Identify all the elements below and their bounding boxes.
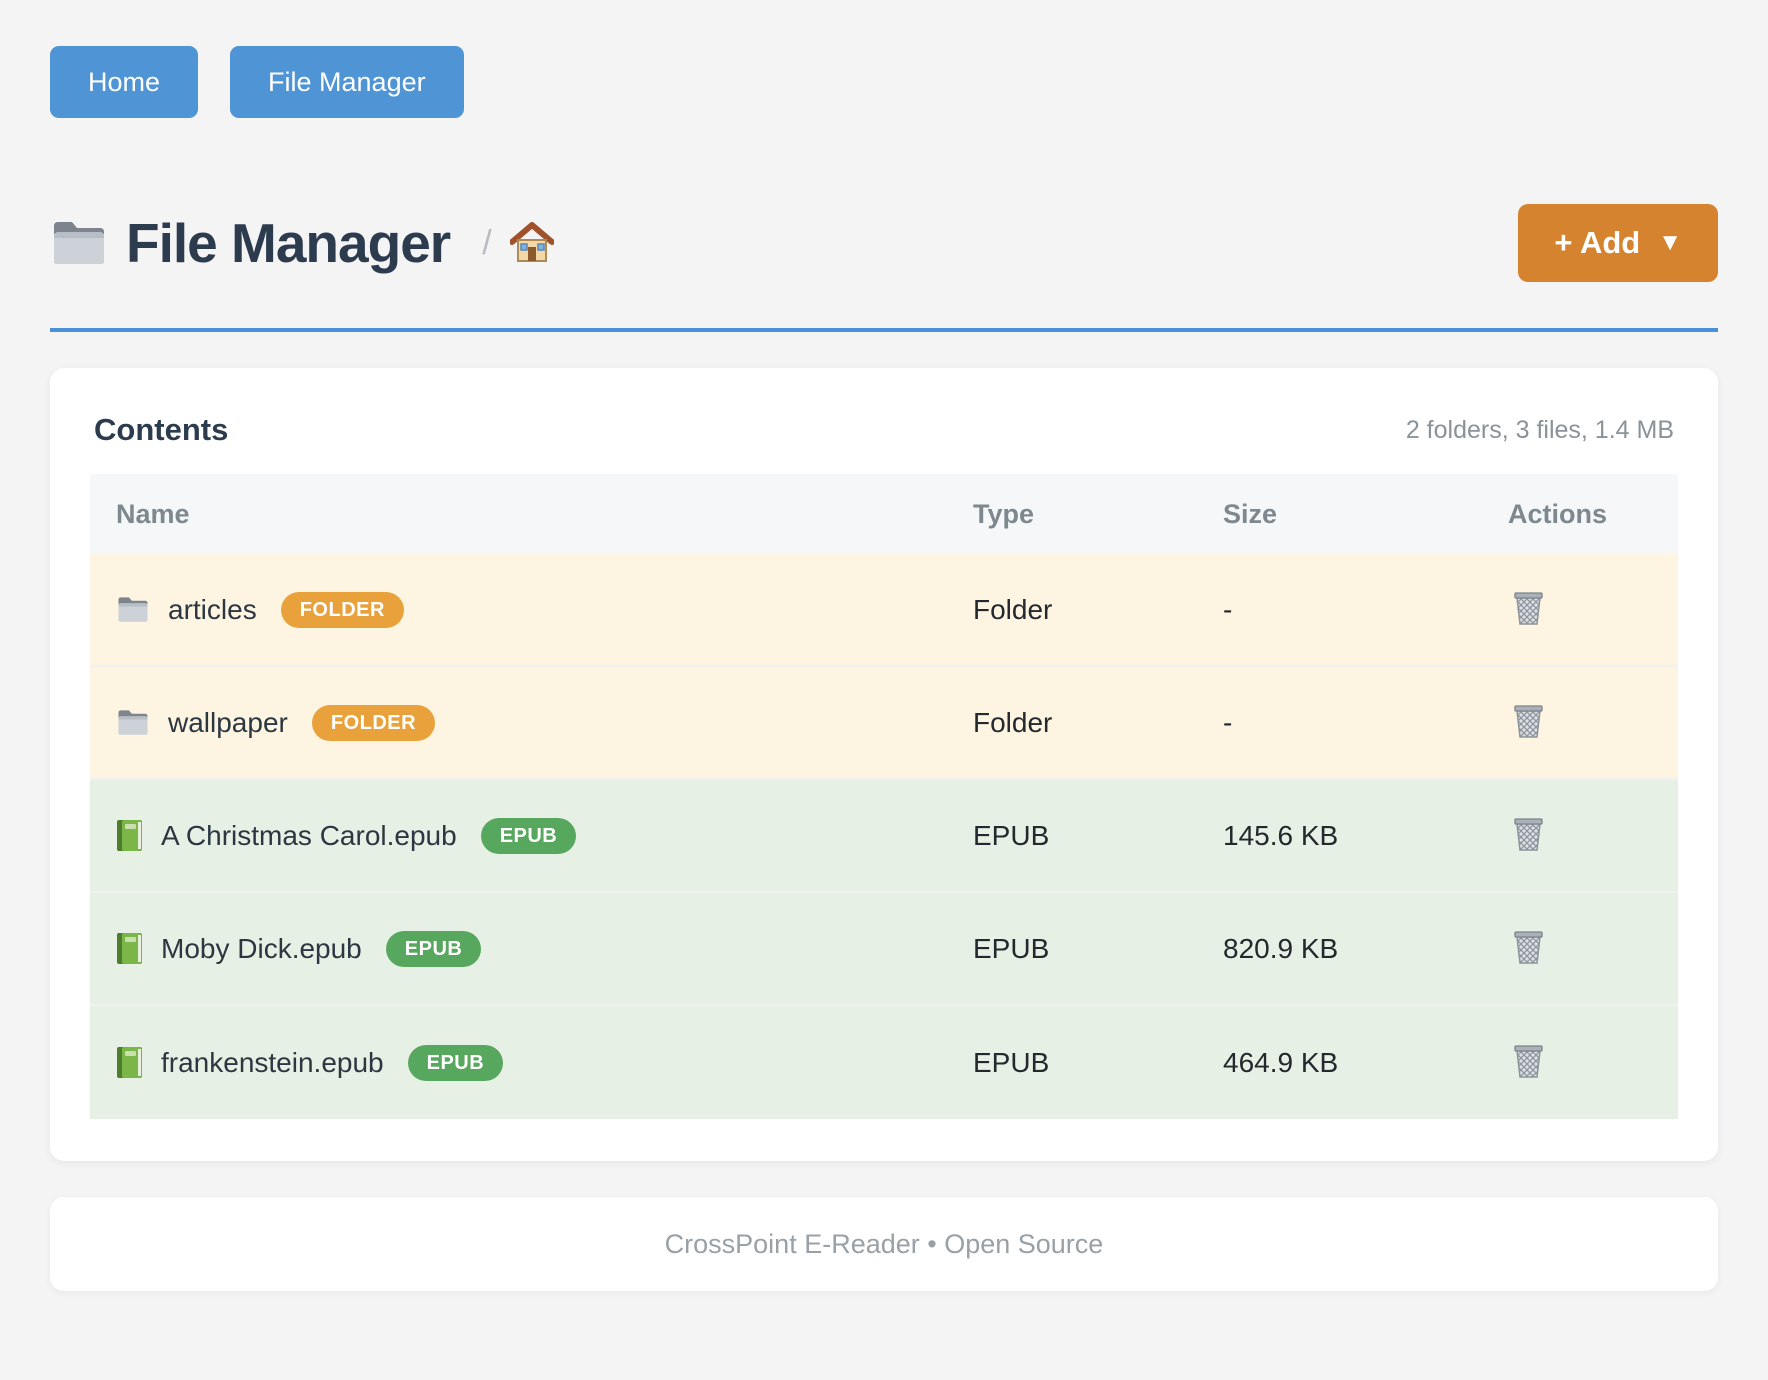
contents-title: Contents <box>94 412 229 448</box>
file-manager-button[interactable]: File Manager <box>230 46 464 119</box>
delete-button[interactable] <box>1508 586 1549 634</box>
title-group: File Manager / <box>50 211 554 275</box>
folder-icon <box>116 708 150 737</box>
name-cell: A Christmas Carol.epub EPUB <box>90 817 973 854</box>
size-cell: - <box>1223 593 1233 625</box>
contents-card-header: Contents 2 folders, 3 files, 1.4 MB <box>90 412 1678 448</box>
name-cell: Moby Dick.epub EPUB <box>90 930 973 967</box>
breadcrumb-separator: / <box>482 223 492 262</box>
trash-icon <box>1512 929 1545 966</box>
type-badge: FOLDER <box>311 704 436 741</box>
breadcrumb-home-link[interactable] <box>509 222 554 264</box>
size-cell: 145.6 KB <box>1223 819 1339 851</box>
column-header-name: Name <box>116 498 190 529</box>
folder-icon <box>116 595 150 624</box>
top-nav: Home File Manager <box>50 46 1718 119</box>
add-button-label: + Add <box>1554 225 1641 261</box>
actions-cell <box>1508 586 1678 634</box>
file-name[interactable]: wallpaper <box>168 706 288 738</box>
home-icon <box>509 222 554 264</box>
size-cell: 464.9 KB <box>1223 1046 1339 1078</box>
type-badge: FOLDER <box>280 591 404 628</box>
table-row: A Christmas Carol.epub EPUB EPUB 145.6 K… <box>90 780 1678 894</box>
contents-card: Contents 2 folders, 3 files, 1.4 MB Name… <box>50 368 1718 1162</box>
type-cell: EPUB <box>973 1046 1050 1078</box>
chevron-down-icon: ▼ <box>1658 229 1682 257</box>
green-book-icon <box>116 1046 143 1079</box>
file-name[interactable]: A Christmas Carol.epub <box>161 819 457 851</box>
actions-cell <box>1508 1039 1678 1087</box>
add-button[interactable]: + Add ▼ <box>1518 204 1718 283</box>
trash-icon <box>1512 1043 1545 1080</box>
page-title: File Manager <box>126 212 451 275</box>
type-cell: EPUB <box>973 932 1050 964</box>
file-name[interactable]: frankenstein.epub <box>161 1046 384 1078</box>
file-name[interactable]: articles <box>168 593 257 625</box>
type-badge: EPUB <box>480 817 577 854</box>
file-table: Name Type Size Actions <box>90 474 1678 1120</box>
table-header-row: Name Type Size Actions <box>90 474 1678 555</box>
column-header-size: Size <box>1223 498 1278 529</box>
trash-icon <box>1512 590 1545 627</box>
green-book-icon <box>116 932 143 965</box>
actions-cell <box>1508 812 1678 860</box>
type-badge: EPUB <box>385 930 482 967</box>
trash-icon <box>1512 816 1545 853</box>
name-cell: frankenstein.epub EPUB <box>90 1044 973 1081</box>
type-cell: Folder <box>973 593 1053 625</box>
delete-button[interactable] <box>1508 1039 1549 1087</box>
name-cell: wallpaper FOLDER <box>90 704 973 741</box>
table-row: Moby Dick.epub EPUB EPUB 820.9 KB <box>90 893 1678 1007</box>
file-name[interactable]: Moby Dick.epub <box>161 932 362 964</box>
trash-icon <box>1512 703 1545 740</box>
table-row: frankenstein.epub EPUB EPUB 464.9 KB <box>90 1006 1678 1120</box>
name-cell: articles FOLDER <box>90 591 973 628</box>
delete-button[interactable] <box>1508 925 1549 973</box>
table-row: wallpaper FOLDER Folder - <box>90 667 1678 781</box>
table-body: articles FOLDER Folder - <box>90 554 1678 1120</box>
type-cell: Folder <box>973 706 1053 738</box>
folder-icon <box>50 218 108 268</box>
footer-text: CrossPoint E-Reader • Open Source <box>664 1228 1104 1259</box>
type-badge: EPUB <box>407 1044 504 1081</box>
delete-button[interactable] <box>1508 812 1549 860</box>
delete-button[interactable] <box>1508 699 1549 747</box>
table-row: articles FOLDER Folder - <box>90 554 1678 668</box>
actions-cell <box>1508 925 1678 973</box>
type-cell: EPUB <box>973 819 1050 851</box>
green-book-icon <box>116 819 143 852</box>
footer: CrossPoint E-Reader • Open Source <box>50 1197 1718 1292</box>
actions-cell <box>1508 699 1678 747</box>
title-divider <box>50 328 1718 333</box>
contents-summary: 2 folders, 3 files, 1.4 MB <box>1405 415 1674 444</box>
page-header: File Manager / + Add ▼ <box>50 204 1718 283</box>
size-cell: 820.9 KB <box>1223 932 1339 964</box>
home-button[interactable]: Home <box>50 46 199 119</box>
size-cell: - <box>1223 706 1233 738</box>
column-header-actions: Actions <box>1508 498 1608 529</box>
column-header-type: Type <box>973 498 1035 529</box>
